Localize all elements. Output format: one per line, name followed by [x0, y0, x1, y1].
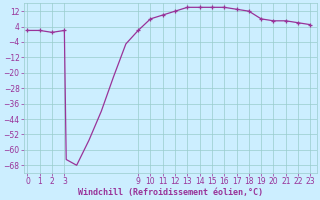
X-axis label: Windchill (Refroidissement éolien,°C): Windchill (Refroidissement éolien,°C)	[78, 188, 263, 197]
